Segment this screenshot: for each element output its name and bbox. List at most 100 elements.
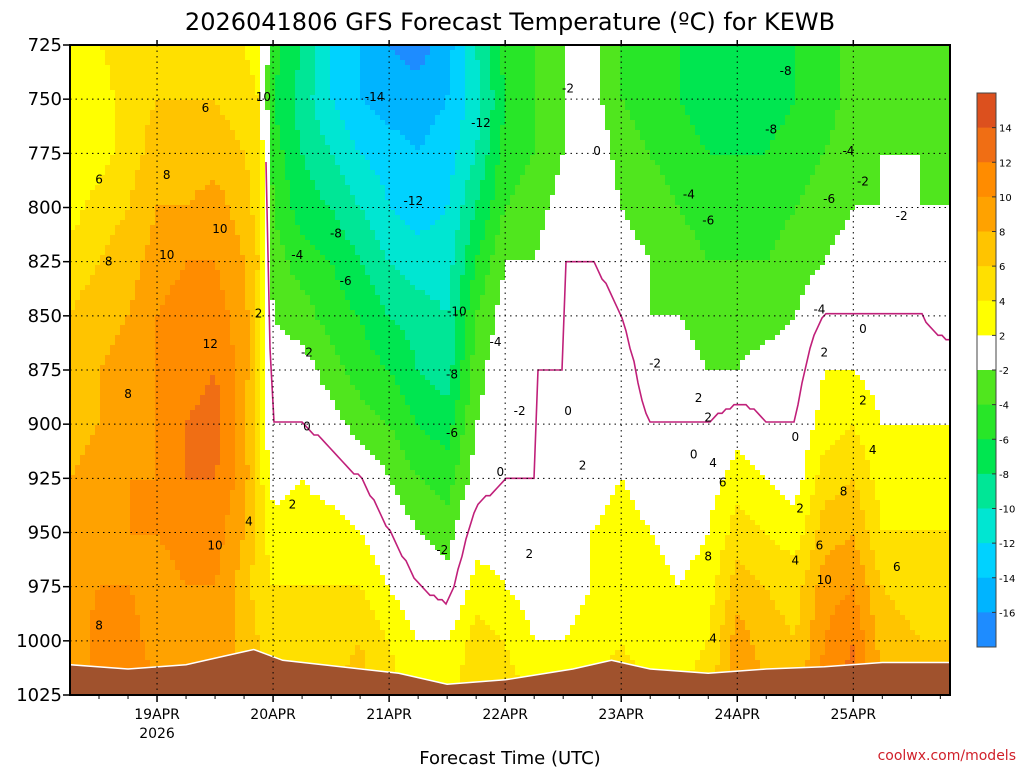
field-cell <box>120 320 126 326</box>
field-cell <box>220 270 226 276</box>
field-cell <box>220 520 226 526</box>
field-cell <box>245 530 251 536</box>
field-cell <box>215 340 221 346</box>
field-cell <box>200 490 206 496</box>
field-cell <box>165 280 171 286</box>
field-cell <box>150 145 156 151</box>
field-cell <box>105 165 111 171</box>
field-cell <box>245 110 251 116</box>
field-cell <box>210 470 216 476</box>
field-cell <box>95 535 101 541</box>
field-cell <box>190 130 196 136</box>
field-cell <box>105 585 111 591</box>
field-cell <box>205 235 211 241</box>
field-cell <box>155 610 161 616</box>
field-cell <box>245 230 251 236</box>
field-cell <box>160 180 166 186</box>
field-cell <box>75 135 81 141</box>
field-cell <box>145 340 151 346</box>
field-cell <box>105 350 111 356</box>
field-cell <box>75 245 81 251</box>
field-cell <box>145 490 151 496</box>
field-cell <box>250 645 256 651</box>
field-cell <box>195 300 201 306</box>
field-cell <box>220 280 226 286</box>
field-cell <box>175 55 181 61</box>
field-cell <box>110 630 116 636</box>
field-cell <box>235 630 241 636</box>
field-cell <box>175 450 181 456</box>
field-cell <box>185 565 191 571</box>
field-cell <box>225 475 231 481</box>
field-cell <box>250 385 256 391</box>
field-cell <box>135 60 141 66</box>
field-cell <box>110 620 116 626</box>
field-cell <box>120 445 126 451</box>
field-cell <box>130 585 136 591</box>
field-cell <box>165 120 171 126</box>
field-cell <box>205 630 211 636</box>
field-cell <box>215 80 221 86</box>
field-cell <box>105 470 111 476</box>
field-cell <box>140 290 146 296</box>
field-cell <box>85 565 91 571</box>
field-cell <box>75 585 81 591</box>
field-cell <box>125 170 131 176</box>
field-cell <box>185 100 191 106</box>
field-cell <box>185 380 191 386</box>
field-cell <box>125 75 131 81</box>
field-cell <box>110 355 116 361</box>
field-cell <box>160 605 166 611</box>
field-cell <box>195 570 201 576</box>
field-cell <box>175 640 181 646</box>
field-cell <box>145 120 151 126</box>
field-cell <box>80 350 86 356</box>
field-cell <box>195 70 201 76</box>
field-cell <box>70 235 76 241</box>
field-cell <box>235 80 241 86</box>
field-cell <box>255 65 261 71</box>
field-cell <box>230 405 236 411</box>
field-cell <box>130 140 136 146</box>
field-cell <box>255 115 261 121</box>
field-cell <box>215 485 221 491</box>
field-cell <box>75 190 81 196</box>
field-cell <box>115 505 121 511</box>
field-cell <box>205 505 211 511</box>
field-cell <box>120 650 126 656</box>
field-cell <box>135 170 141 176</box>
field-cell <box>205 335 211 341</box>
field-cell <box>135 95 141 101</box>
field-cell <box>95 140 101 146</box>
field-cell <box>145 65 151 71</box>
field-cell <box>155 155 161 161</box>
field-cell <box>260 200 266 206</box>
field-cell <box>120 230 126 236</box>
field-cell <box>100 355 106 361</box>
field-cell <box>235 340 241 346</box>
field-cell <box>175 305 181 311</box>
field-cell <box>110 350 116 356</box>
field-cell <box>155 340 161 346</box>
field-cell <box>240 345 246 351</box>
field-cell <box>255 140 261 146</box>
field-cell <box>240 565 246 571</box>
field-cell <box>155 415 161 421</box>
field-cell <box>85 240 91 246</box>
field-cell <box>215 310 221 316</box>
field-cell <box>85 105 91 111</box>
field-cell <box>150 175 156 181</box>
field-cell <box>235 295 241 301</box>
field-cell <box>180 615 186 621</box>
field-cell <box>90 585 96 591</box>
field-cell <box>190 120 196 126</box>
field-cell <box>170 115 176 121</box>
field-cell <box>180 315 186 321</box>
field-cell <box>80 230 86 236</box>
field-cell <box>165 215 171 221</box>
field-cell <box>70 115 76 121</box>
field-cell <box>215 255 221 261</box>
field-cell <box>90 550 96 556</box>
field-cell <box>135 275 141 281</box>
field-cell <box>120 180 126 186</box>
